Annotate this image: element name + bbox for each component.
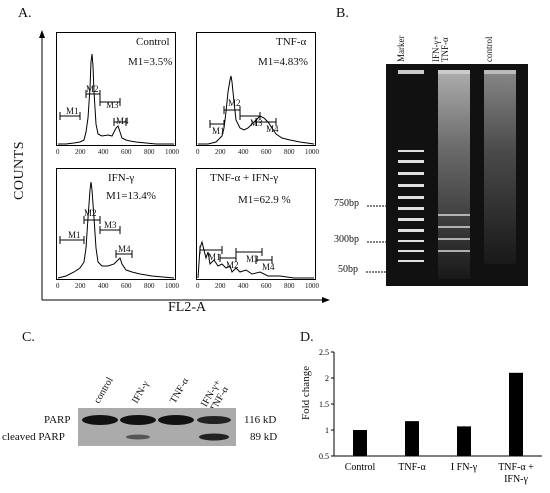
- tick-label: 600: [261, 148, 272, 156]
- panel-b-label: B.: [336, 6, 349, 21]
- marker-m2: M2: [86, 84, 99, 94]
- x-tick-label: TNF-α: [398, 462, 426, 473]
- gel-image: [386, 64, 528, 286]
- marker-m4: M4: [116, 116, 129, 126]
- marker-m4: M4: [118, 244, 131, 254]
- kd-label-89: 89 kD: [250, 431, 278, 443]
- marker-m3: M3: [106, 100, 119, 110]
- x-tick-label: I FN-γ: [451, 462, 478, 473]
- marker-m1: M1: [66, 106, 79, 116]
- tick-label: 800: [284, 148, 295, 156]
- size-label-300: 300bp: [334, 234, 359, 245]
- m1-percent: M1=13.4%: [106, 190, 156, 202]
- y-tick-label: 0.5: [319, 452, 329, 461]
- tick-label: 1000: [305, 282, 319, 290]
- row-label-parp: PARP: [44, 414, 71, 426]
- bar: [509, 372, 523, 456]
- y-tick-label: 1.5: [319, 400, 329, 409]
- kd-label-116: 116 kD: [244, 414, 277, 426]
- tick-label: 400: [238, 148, 249, 156]
- tick-label: 400: [98, 282, 109, 290]
- y-tick-label: 1: [325, 426, 329, 435]
- size-label-750: 750bp: [334, 198, 359, 209]
- tick-label: 600: [121, 148, 132, 156]
- marker-m1: M1: [208, 252, 221, 262]
- tick-label: 0: [56, 148, 60, 156]
- marker-m2: M2: [84, 208, 97, 218]
- tick-label: 400: [238, 282, 249, 290]
- bar: [457, 426, 471, 456]
- histogram-title: Control: [136, 36, 170, 48]
- histogram-tnf-ifn: M1 M2 M3 M4 TNF-α + IFN-γ M1=62.9 %: [196, 168, 316, 280]
- tick-label: 600: [121, 282, 132, 290]
- bar: [405, 421, 419, 456]
- m1-percent: M1=3.5%: [128, 56, 173, 68]
- histogram-ifn: M1 M2 M3 M4 IFN-γ M1=13.4%: [56, 168, 176, 280]
- marker-m1: M1: [212, 126, 225, 136]
- size-label-50: 50bp: [338, 264, 358, 275]
- x-tick-label: IFN-γ: [504, 474, 528, 485]
- histogram-title: TNF-α + IFN-γ: [210, 172, 279, 184]
- marker-m3: M3: [104, 220, 117, 230]
- marker-m4: M4: [266, 124, 279, 134]
- histogram-title: TNF-α: [276, 36, 307, 48]
- panel-c-label: C.: [22, 330, 35, 345]
- marker-m2: M2: [228, 98, 241, 108]
- tick-label: 0: [196, 282, 200, 290]
- x-tick-label: TNF-α +: [498, 462, 534, 473]
- row-label-cleaved-parp: cleaved PARP: [2, 431, 65, 443]
- marker-m1: M1: [68, 230, 81, 240]
- tick-label: 1000: [165, 282, 179, 290]
- m1-percent: M1=62.9 %: [238, 194, 291, 206]
- x-tick-label: Control: [345, 462, 376, 473]
- y-tick-label: 2.5: [319, 348, 329, 357]
- y-tick-label: 2: [325, 374, 329, 383]
- tick-label: 0: [196, 148, 200, 156]
- tick-label: 200: [75, 282, 86, 290]
- tick-label: 1000: [165, 148, 179, 156]
- bar: [353, 430, 367, 456]
- marker-m4: M4: [262, 262, 275, 272]
- histogram-tnf: M1 M2 M3 M4 TNF-α M1=4.83%: [196, 32, 316, 146]
- histogram-title: IFN-γ: [108, 172, 135, 184]
- tick-label: 200: [215, 148, 226, 156]
- tick-label: 800: [284, 282, 295, 290]
- tick-label: 400: [98, 148, 109, 156]
- marker-m3: M3: [246, 254, 259, 264]
- tick-label: 0: [56, 282, 60, 290]
- panel-a-label: A.: [18, 6, 32, 21]
- blot-image: [78, 408, 236, 446]
- tick-label: 600: [261, 282, 272, 290]
- tick-label: 200: [215, 282, 226, 290]
- marker-m3: M3: [250, 118, 263, 128]
- histogram-control: M1 M2 M3 M4 Control M1=3.5%: [56, 32, 176, 146]
- m1-percent: M1=4.83%: [258, 56, 308, 68]
- marker-m2: M2: [226, 260, 239, 270]
- tick-label: 1000: [305, 148, 319, 156]
- tick-label: 200: [75, 148, 86, 156]
- tick-label: 800: [144, 148, 155, 156]
- panel-d-label: D.: [300, 330, 314, 345]
- tick-label: 800: [144, 282, 155, 290]
- fl2a-axis-label: FL2-A: [168, 300, 207, 315]
